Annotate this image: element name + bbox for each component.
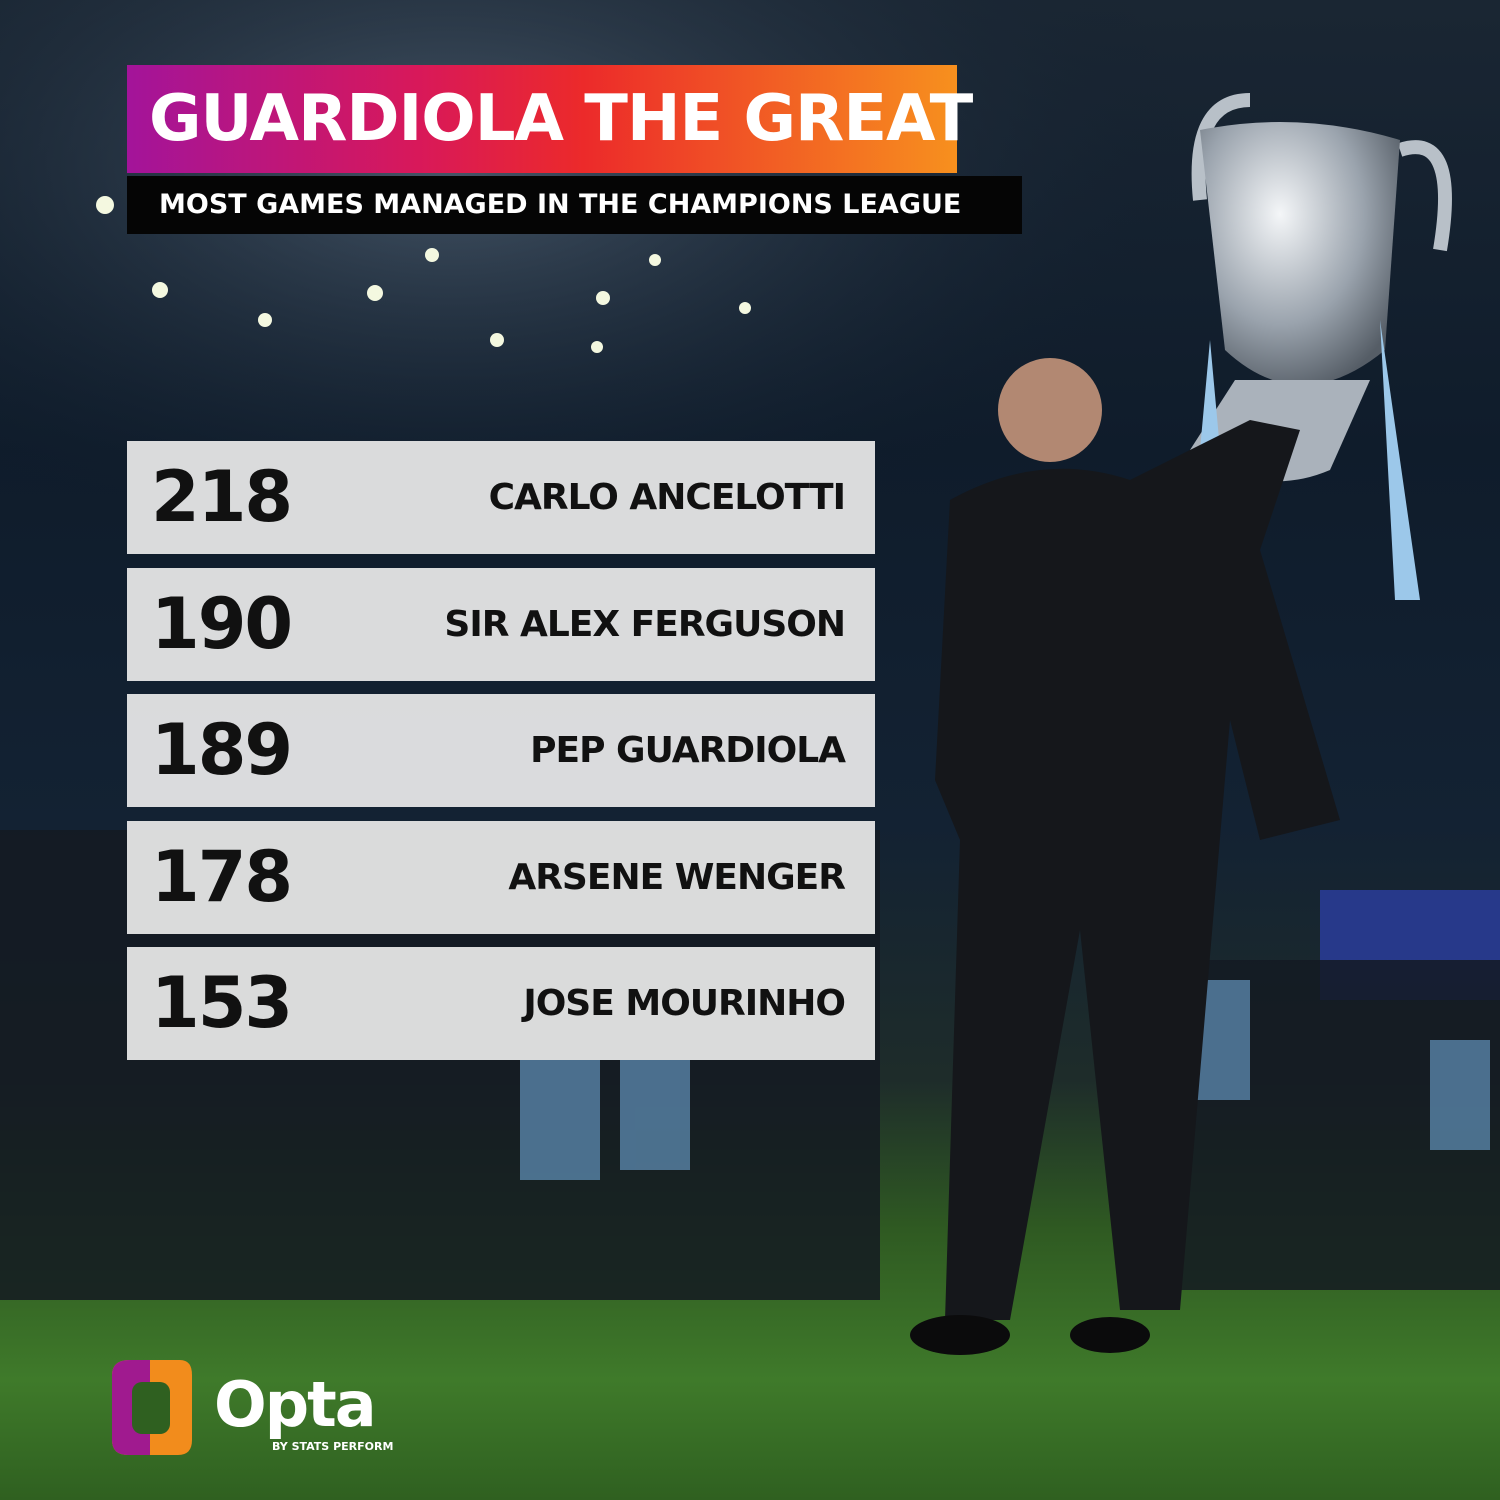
games-count: 218 [151, 456, 293, 538]
manager-name: ARSENE WENGER [508, 856, 846, 898]
subtitle: MOST GAMES MANAGED IN THE CHAMPIONS LEAG… [127, 176, 1022, 234]
table-row: 218 CARLO ANCELOTTI [127, 441, 875, 554]
logo-brand: Opta [214, 1368, 377, 1441]
games-count: 153 [151, 962, 293, 1044]
logo-tagline: BY STATS PERFORM [272, 1440, 394, 1453]
manager-name: JOSE MOURINHO [523, 983, 846, 1024]
table-row: 178 ARSENE WENGER [127, 820, 875, 934]
games-count: 189 [151, 709, 293, 791]
manager-name: PEP GUARDIOLA [530, 730, 846, 771]
manager-name: SIR ALEX FERGUSON [444, 603, 846, 645]
games-count: 178 [151, 835, 293, 918]
title: GUARDIOLA THE GREAT [127, 65, 973, 173]
table-row: 153 JOSE MOURINHO [127, 947, 875, 1060]
manager-name: CARLO ANCELOTTI [488, 477, 846, 518]
table-row: 189 PEP GUARDIOLA [127, 694, 875, 807]
games-count: 190 [151, 582, 293, 665]
table-row: 190 SIR ALEX FERGUSON [127, 567, 875, 681]
